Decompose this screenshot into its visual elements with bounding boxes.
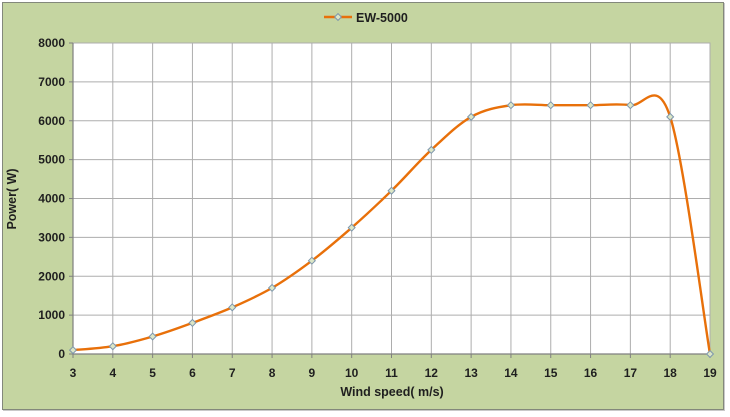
x-tick-label: 6 bbox=[189, 366, 196, 380]
data-point-marker[interactable] bbox=[506, 101, 516, 110]
legend[interactable]: EW-5000 bbox=[324, 11, 408, 25]
legend-series-label: EW-5000 bbox=[356, 11, 408, 25]
data-point-marker[interactable] bbox=[467, 112, 476, 121]
data-point-marker[interactable] bbox=[387, 186, 396, 195]
data-point-marker[interactable] bbox=[626, 101, 635, 110]
y-tick-label: 3000 bbox=[38, 230, 65, 244]
y-tick-label: 2000 bbox=[38, 269, 65, 283]
x-tick-label: 17 bbox=[624, 366, 638, 380]
y-tick-label: 7000 bbox=[38, 75, 65, 89]
x-tick-label: 14 bbox=[504, 366, 518, 380]
y-tick-label: 5000 bbox=[38, 153, 65, 167]
x-tick-label: 8 bbox=[269, 366, 276, 380]
y-tick-label: 8000 bbox=[38, 36, 65, 50]
data-point-marker[interactable] bbox=[228, 303, 237, 312]
x-tick-label: 16 bbox=[584, 366, 598, 380]
y-tick-labels: 0 1000 2000 3000 4000 5000 6000 7000 8000 bbox=[38, 36, 65, 361]
data-point-marker[interactable] bbox=[68, 346, 78, 355]
data-point-marker[interactable] bbox=[148, 332, 157, 341]
data-point-marker[interactable] bbox=[108, 342, 117, 351]
x-axis-title: Wind speed( m/s) bbox=[340, 385, 443, 399]
data-point-marker[interactable] bbox=[427, 145, 436, 155]
x-tick-label: 13 bbox=[464, 366, 478, 380]
chart-object[interactable]: 3 4 5 6 7 8 9 10 11 12 13 14 15 16 17 18 19 0 1000 2000 300… bbox=[2, 2, 724, 410]
y-tick-label: 4000 bbox=[38, 192, 65, 206]
data-point-marker[interactable] bbox=[705, 349, 715, 359]
data-point-marker[interactable] bbox=[267, 283, 277, 293]
power-curve-chart: 3 4 5 6 7 8 9 10 11 12 13 14 15 16 17 18 19 0 1000 2000 300… bbox=[5, 11, 717, 399]
x-tick-label: 5 bbox=[149, 366, 156, 380]
x-tick-label: 10 bbox=[345, 366, 359, 380]
x-tick-label: 18 bbox=[664, 366, 678, 380]
data-point-marker[interactable] bbox=[546, 101, 555, 110]
x-tick-label: 4 bbox=[109, 366, 116, 380]
x-tick-label: 9 bbox=[309, 366, 316, 380]
x-tick-label: 19 bbox=[703, 366, 717, 380]
x-tick-labels: 3 4 5 6 7 8 9 10 11 12 13 14 15 16 17 18 19 bbox=[70, 366, 717, 380]
x-tick-label: 12 bbox=[425, 366, 439, 380]
y-tick-label: 0 bbox=[58, 347, 65, 361]
y-tick-label: 6000 bbox=[38, 114, 65, 128]
y-tick-label: 1000 bbox=[38, 308, 65, 322]
series-ew5000[interactable] bbox=[68, 94, 715, 359]
data-point-marker[interactable] bbox=[586, 101, 595, 110]
x-tick-label: 11 bbox=[385, 366, 398, 380]
data-point-marker[interactable] bbox=[307, 256, 316, 265]
axis-lines bbox=[72, 43, 710, 355]
data-point-marker[interactable] bbox=[666, 112, 675, 121]
legend-diamond-marker-icon bbox=[333, 12, 343, 22]
data-point-marker[interactable] bbox=[347, 223, 356, 232]
x-tick-label: 3 bbox=[70, 366, 77, 380]
x-tick-label: 15 bbox=[544, 366, 558, 380]
y-axis-title: Power( W) bbox=[5, 168, 19, 229]
data-point-marker[interactable] bbox=[188, 318, 197, 328]
x-tick-label: 7 bbox=[229, 366, 236, 380]
